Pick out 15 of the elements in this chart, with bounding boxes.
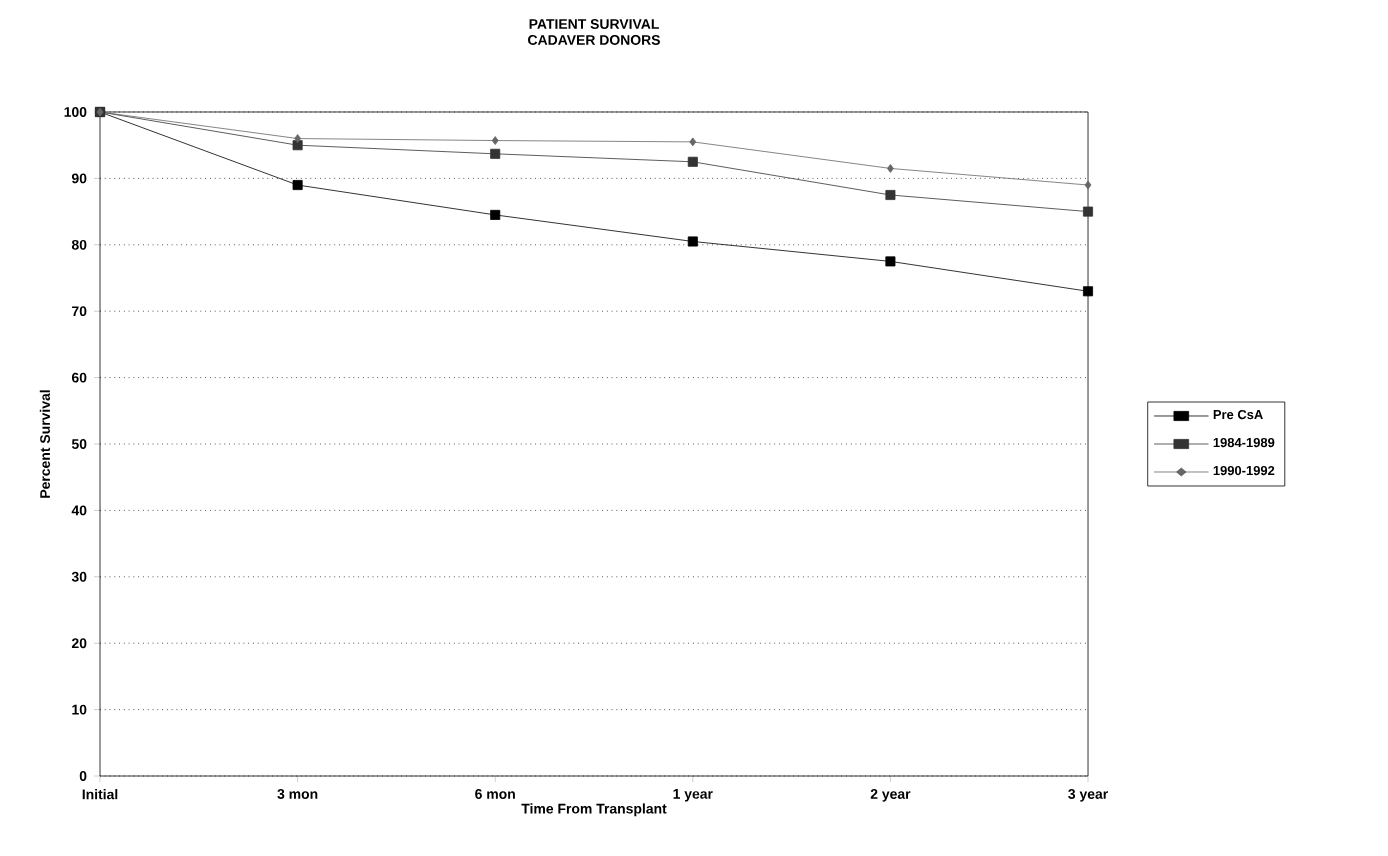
point: [491, 136, 499, 145]
point: [687, 156, 698, 167]
point: [294, 134, 302, 143]
point: [1083, 286, 1094, 297]
point: [292, 180, 303, 191]
point: [1084, 180, 1092, 190]
point: [689, 137, 697, 147]
point: [885, 189, 896, 200]
point: [490, 209, 501, 220]
point: [292, 140, 303, 151]
point: [1083, 206, 1094, 217]
point: [490, 148, 501, 159]
point: [687, 236, 698, 247]
point: [887, 164, 894, 173]
point: [885, 256, 896, 267]
